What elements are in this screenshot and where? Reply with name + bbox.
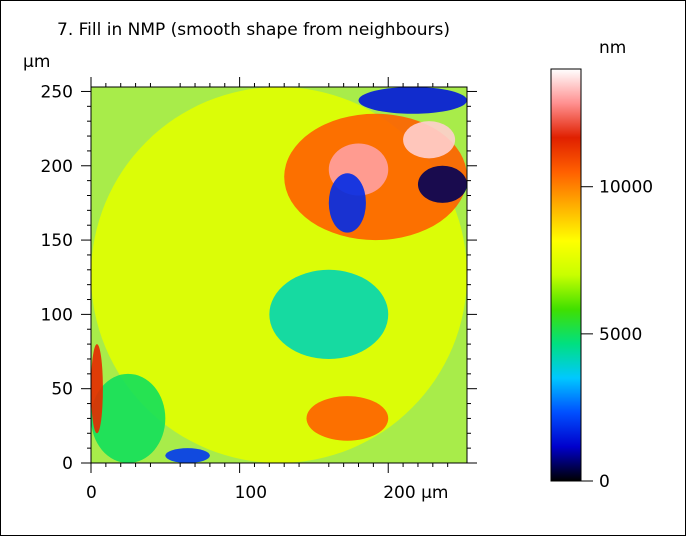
colorbar-gradient <box>550 68 582 482</box>
height-region <box>358 87 467 114</box>
y-tick-label: 100 <box>41 305 73 325</box>
y-tick-label: 200 <box>41 157 73 177</box>
colorbar-unit: nm <box>599 38 626 58</box>
height-region <box>328 173 366 233</box>
height-region <box>403 121 456 159</box>
height-region <box>306 396 389 441</box>
chart-title: 7. Fill in NMP (smooth shape from neighb… <box>57 20 450 40</box>
colorbar-tick-label: 5000 <box>599 325 642 345</box>
y-axis-unit: µm <box>23 52 50 72</box>
colorbar-tick-label: 0 <box>599 472 610 492</box>
x-tick-label: 200 µm <box>383 483 448 503</box>
colorbar: 0 5000 10000 <box>550 68 653 492</box>
plot-border <box>90 86 468 464</box>
y-tick-label: 0 <box>62 454 73 474</box>
colorbar-tick-label: 10000 <box>599 178 653 198</box>
height-region <box>165 448 210 464</box>
height-map-plot <box>90 86 468 464</box>
x-tick-label: 100 <box>235 483 267 503</box>
x-tick-label: 0 <box>86 483 97 503</box>
height-region <box>91 344 103 434</box>
height-region <box>269 269 389 359</box>
y-tick-label: 150 <box>41 231 73 251</box>
y-tick-label: 50 <box>51 380 73 400</box>
height-region <box>91 373 166 463</box>
y-tick-label: 250 <box>41 82 73 102</box>
height-region <box>417 165 468 203</box>
